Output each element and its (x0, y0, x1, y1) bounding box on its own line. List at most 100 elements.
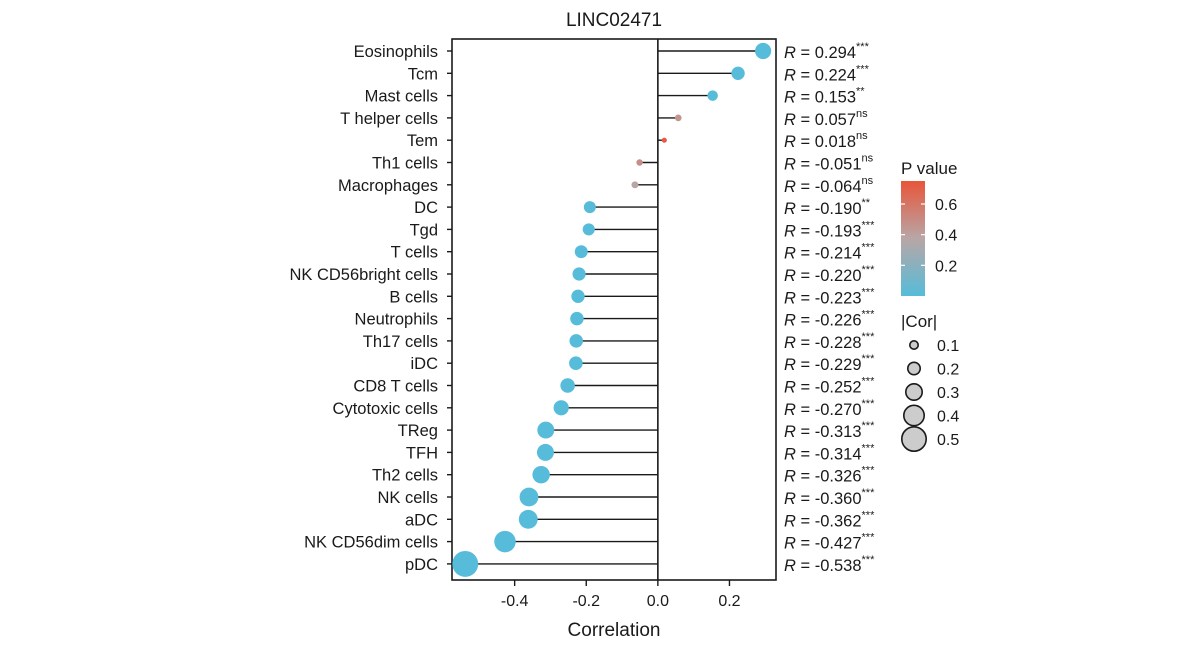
y-label-5: Th1 cells (372, 155, 438, 173)
r-label-23: R = -0.538*** (784, 554, 875, 575)
y-label-11: B cells (389, 288, 438, 306)
y-label-23: pDC (405, 556, 438, 574)
size-legend-label-2: 0.3 (937, 385, 959, 402)
dot-13 (569, 334, 583, 348)
y-label-14: iDC (411, 355, 439, 373)
x-tick-label-2: 0.0 (647, 593, 669, 610)
lollipop-dots (452, 42, 772, 577)
dot-1 (731, 66, 745, 80)
r-label-5: R = -0.051ns (784, 153, 874, 174)
r-label-9: R = -0.214*** (784, 242, 875, 263)
y-label-18: TFH (406, 444, 438, 462)
r-label-6: R = -0.064ns (784, 175, 874, 196)
dot-12 (570, 311, 584, 326)
size-legend-dot-1 (906, 361, 921, 376)
colorbar-label-2: 0.2 (935, 258, 957, 275)
y-label-9: T cells (391, 244, 438, 262)
r-value-labels: R = 0.294***R = 0.224***R = 0.153**R = 0… (784, 41, 875, 575)
size-legend-dot-0 (908, 339, 919, 350)
r-label-1: R = 0.224*** (784, 63, 870, 84)
r-label-14: R = -0.229*** (784, 353, 875, 374)
r-label-8: R = -0.193*** (784, 219, 875, 240)
y-label-20: NK cells (377, 489, 438, 507)
dot-2 (707, 90, 718, 101)
r-label-2: R = 0.153** (784, 86, 865, 107)
y-label-1: Tcm (408, 65, 438, 83)
y-label-8: Tgd (410, 221, 438, 239)
y-label-10: NK CD56bright cells (289, 266, 438, 284)
r-label-15: R = -0.252*** (784, 376, 875, 397)
size-legend-label-1: 0.2 (937, 362, 959, 379)
y-label-4: Tem (407, 132, 438, 150)
r-label-20: R = -0.360*** (784, 487, 875, 508)
pvalue-colorbar (901, 181, 925, 296)
dot-10 (572, 267, 586, 281)
size-legend-label-0: 0.1 (937, 338, 959, 355)
r-label-22: R = -0.427*** (784, 532, 875, 553)
r-label-3: R = 0.057ns (784, 108, 868, 129)
dot-4 (661, 137, 667, 143)
dot-7 (583, 201, 596, 214)
dot-16 (553, 400, 569, 416)
r-label-7: R = -0.190** (784, 197, 871, 218)
dot-18 (536, 443, 554, 461)
x-tick-label-0: -0.4 (501, 593, 529, 610)
y-label-16: Cytotoxic cells (333, 400, 438, 418)
dot-19 (532, 465, 550, 484)
y-label-13: Th17 cells (363, 333, 438, 351)
y-axis-labels: Eosinophils Tcm Mast cells T helper cells Te… (289, 43, 452, 574)
dot-22 (494, 530, 516, 553)
x-tick-label-3: 0.2 (718, 593, 740, 610)
dot-6 (631, 181, 639, 189)
r-label-11: R = -0.223*** (784, 286, 875, 307)
size-legend-dot-2 (904, 382, 923, 401)
dot-8 (582, 223, 595, 236)
y-label-0: Eosinophils (354, 43, 438, 61)
dot-14 (569, 356, 583, 370)
dot-0 (755, 42, 772, 60)
plot-frame (451, 38, 777, 581)
dot-9 (574, 245, 588, 259)
dot-5 (636, 159, 643, 166)
x-axis: -0.4 -0.2 0.0 0.2 (501, 580, 741, 610)
dot-15 (560, 378, 575, 393)
chart-title: LINC02471 (566, 10, 662, 31)
size-legend-label-3: 0.4 (937, 409, 959, 426)
y-label-21: aDC (405, 511, 438, 529)
size-legend-label-4: 0.5 (937, 432, 959, 449)
pvalue-legend-title: P value (901, 159, 957, 178)
cor-legend-title: |Cor| (901, 312, 937, 331)
dot-17 (537, 421, 555, 439)
y-label-2: Mast cells (365, 88, 438, 106)
colorbar-label-0: 0.6 (935, 197, 957, 214)
x-tick-label-1: -0.2 (572, 593, 600, 610)
r-label-21: R = -0.362*** (784, 509, 875, 530)
r-label-4: R = 0.018ns (784, 130, 868, 151)
y-label-7: DC (414, 199, 438, 217)
dot-11 (571, 289, 585, 303)
colorbar-label-1: 0.4 (935, 228, 957, 245)
lollipop-sticks (465, 39, 764, 580)
r-label-18: R = -0.314*** (784, 442, 875, 463)
dot-20 (519, 487, 539, 507)
legends: P value 0.6 0.4 0.2 |Cor|0.1 0.2 0.3 0.4 0.5 (900, 159, 959, 452)
size-legend-dot-4 (900, 425, 927, 452)
x-axis-title: Correlation (568, 620, 661, 641)
r-label-13: R = -0.228*** (784, 331, 875, 352)
r-label-10: R = -0.220*** (784, 264, 875, 285)
y-label-3: T helper cells (340, 110, 438, 128)
dot-21 (518, 509, 538, 529)
dot-3 (674, 114, 682, 122)
size-legend-dot-3 (902, 404, 925, 427)
y-label-22: NK CD56dim cells (304, 534, 438, 552)
y-label-12: Neutrophils (355, 311, 438, 329)
r-label-12: R = -0.226*** (784, 309, 875, 330)
y-label-15: CD8 T cells (353, 378, 438, 396)
r-label-0: R = 0.294*** (784, 41, 870, 62)
r-label-16: R = -0.270*** (784, 398, 875, 419)
r-label-17: R = -0.313*** (784, 420, 875, 441)
r-label-19: R = -0.326*** (784, 465, 875, 486)
y-label-19: Th2 cells (372, 467, 438, 485)
y-label-17: TReg (398, 422, 438, 440)
